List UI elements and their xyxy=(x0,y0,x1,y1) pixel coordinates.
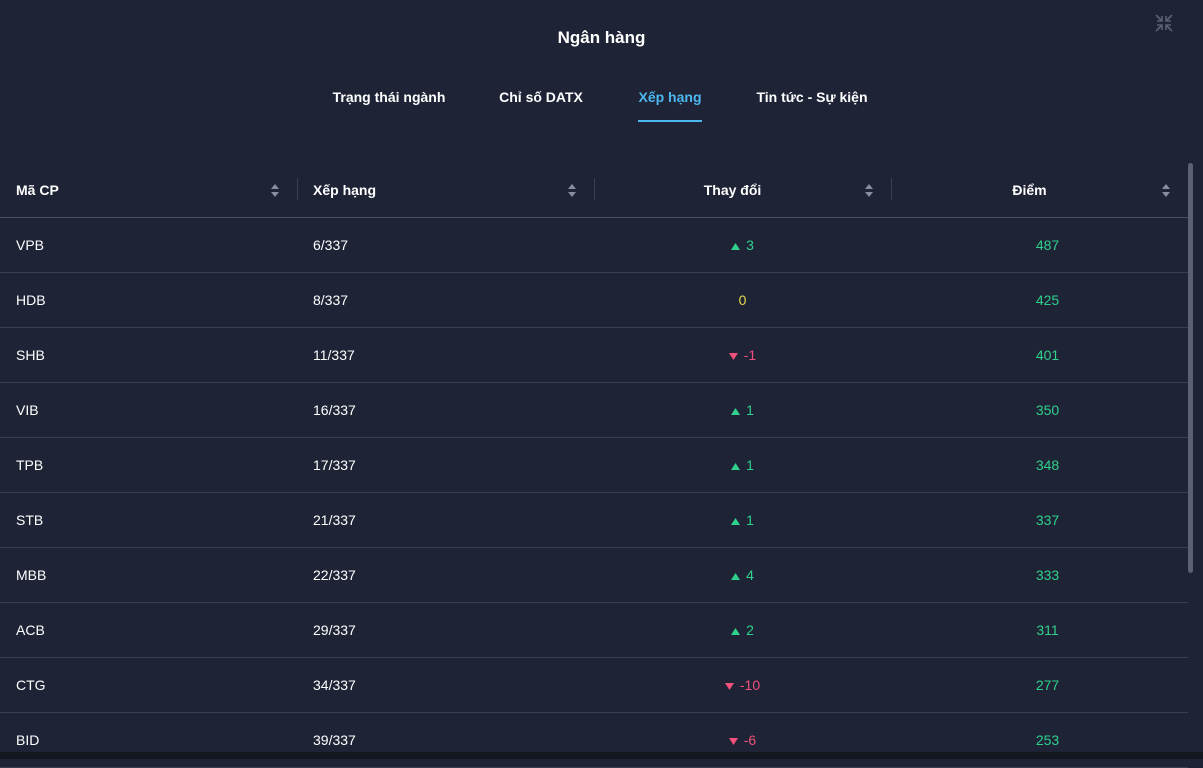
ticker: VIB xyxy=(16,402,39,418)
table-row[interactable]: TPB 17/337 1 348 xyxy=(0,438,1188,493)
arrow-down xyxy=(728,713,738,768)
change: 0 xyxy=(738,292,747,308)
change: -10 xyxy=(739,677,761,693)
sort-icon[interactable] xyxy=(568,184,576,202)
ticker: VPB xyxy=(16,237,45,253)
rank: 22/337 xyxy=(313,567,356,583)
rank: 34/337 xyxy=(313,677,356,693)
arrow-up xyxy=(731,383,741,438)
sort-icon[interactable] xyxy=(865,184,873,202)
change: 1 xyxy=(746,457,754,473)
column-separator xyxy=(891,178,892,200)
table-row[interactable]: HDB 8/337 0 425 xyxy=(0,273,1188,328)
column-separator xyxy=(297,178,298,200)
change-cell: 2 xyxy=(594,603,891,658)
arrow-up xyxy=(731,438,741,493)
table-row[interactable]: MBB 22/337 4 333 xyxy=(0,548,1188,603)
table-row[interactable]: VIB 16/337 1 350 xyxy=(0,383,1188,438)
change: 4 xyxy=(746,567,754,583)
table-row[interactable]: ACB 29/337 2 311 xyxy=(0,603,1188,658)
arrow-up xyxy=(731,493,741,548)
ticker: SHB xyxy=(16,347,45,363)
rank: 6/337 xyxy=(313,237,349,253)
table-row[interactable]: BID 39/337 -6 253 xyxy=(0,713,1188,768)
change-cell: -6 xyxy=(594,713,891,768)
column-header[interactable]: Điểm xyxy=(1012,182,1047,198)
change-cell: -1 xyxy=(594,328,891,383)
tab[interactable]: Xếp hạng xyxy=(638,89,702,105)
rank: 39/337 xyxy=(313,732,356,748)
change: 1 xyxy=(746,512,754,528)
ticker: CTG xyxy=(16,677,46,693)
modal-title: Ngân hàng xyxy=(557,28,646,47)
table-row[interactable]: CTG 34/337 -10 277 xyxy=(0,658,1188,713)
tab[interactable]: Chỉ số DATX xyxy=(499,89,583,105)
arrow-up xyxy=(731,603,741,658)
score: 425 xyxy=(1035,292,1060,308)
header-divider xyxy=(0,217,1188,218)
score: 401 xyxy=(1035,347,1060,363)
change-cell: 3 xyxy=(594,218,891,273)
score: 350 xyxy=(1035,402,1060,418)
table-row[interactable]: STB 21/337 1 337 xyxy=(0,493,1188,548)
ticker: HDB xyxy=(16,292,46,308)
rank: 16/337 xyxy=(313,402,356,418)
arrow-up xyxy=(731,218,741,273)
column-header[interactable]: Xếp hạng xyxy=(313,182,377,198)
change: -1 xyxy=(743,347,757,363)
score: 333 xyxy=(1035,567,1060,583)
score: 337 xyxy=(1035,512,1060,528)
change-cell: 1 xyxy=(594,383,891,438)
change-cell: 1 xyxy=(594,493,891,548)
scrollbar[interactable] xyxy=(1188,163,1193,573)
change-cell: -10 xyxy=(594,658,891,713)
column-header[interactable]: Thay đổi xyxy=(703,182,762,198)
change: 1 xyxy=(746,402,754,418)
rank: 29/337 xyxy=(313,622,356,638)
arrow-down xyxy=(728,328,738,383)
ticker: ACB xyxy=(16,622,45,638)
change-cell: 0 xyxy=(594,273,891,328)
arrow-up xyxy=(731,548,741,603)
arrow-down xyxy=(724,658,734,713)
ticker: STB xyxy=(16,512,44,528)
tab[interactable]: Tin tức - Sự kiện xyxy=(756,89,868,105)
tab-underline xyxy=(638,120,702,122)
score: 253 xyxy=(1035,732,1060,748)
ticker: MBB xyxy=(16,567,47,583)
collapse-icon[interactable] xyxy=(1154,13,1174,33)
change: 3 xyxy=(746,237,754,253)
change-cell: 1 xyxy=(594,438,891,493)
column-separator xyxy=(594,178,595,200)
sort-icon[interactable] xyxy=(1162,184,1170,202)
table-row[interactable]: VPB 6/337 3 487 xyxy=(0,218,1188,273)
score: 348 xyxy=(1035,457,1060,473)
sort-icon[interactable] xyxy=(271,184,279,202)
column-header[interactable]: Mã CP xyxy=(16,182,59,198)
score: 311 xyxy=(1036,622,1059,638)
change: -6 xyxy=(743,732,757,748)
rank: 11/337 xyxy=(313,347,355,363)
score: 487 xyxy=(1035,237,1060,253)
score: 277 xyxy=(1035,677,1060,693)
rank: 8/337 xyxy=(313,292,349,308)
change: 2 xyxy=(746,622,754,638)
table-row[interactable]: SHB 11/337 -1 401 xyxy=(0,328,1188,383)
tab[interactable]: Trạng thái ngành xyxy=(332,89,446,105)
ticker: TPB xyxy=(16,457,44,473)
bottom-bar xyxy=(0,752,1203,759)
ticker: BID xyxy=(16,732,40,748)
change-cell: 4 xyxy=(594,548,891,603)
rank: 17/337 xyxy=(313,457,356,473)
rank: 21/337 xyxy=(313,512,356,528)
